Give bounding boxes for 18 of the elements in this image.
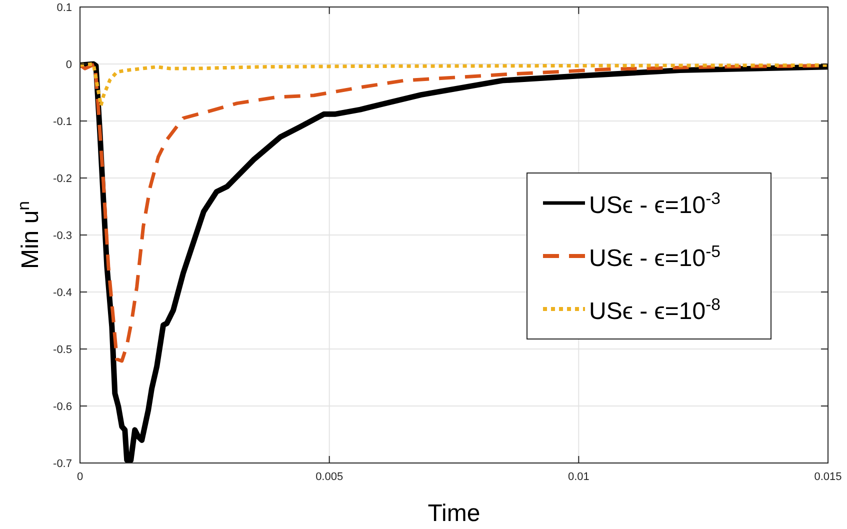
legend-label: USϵ - ϵ=10$^{-3}$ [589, 188, 721, 219]
y-tick-label: 0.1 [56, 2, 72, 14]
y-tick-label: -0.6 [53, 401, 72, 413]
legend-label: USϵ - ϵ=10$^{-5}$ [589, 242, 721, 272]
x-tick-label: 0.01 [568, 471, 590, 483]
x-tick-label: 0 [76, 471, 84, 483]
y-tick-label: 0 [66, 59, 72, 71]
y-tick-label: -0.2 [53, 173, 72, 185]
y-tick-label: -0.7 [53, 458, 72, 470]
y-tick-label: -0.5 [53, 344, 72, 356]
line-series [80, 62, 828, 108]
legend-label: USϵ - ϵ=10$^{-8}$ [589, 294, 721, 325]
y-tick-label: -0.3 [53, 230, 72, 242]
y-tick-label: -0.1 [53, 116, 72, 128]
x-tick-label: 0.005 [316, 471, 344, 483]
y-tick-label: -0.4 [53, 287, 72, 299]
x-tick-label: 0.015 [814, 471, 842, 483]
x-axis-title: Time [428, 500, 480, 527]
